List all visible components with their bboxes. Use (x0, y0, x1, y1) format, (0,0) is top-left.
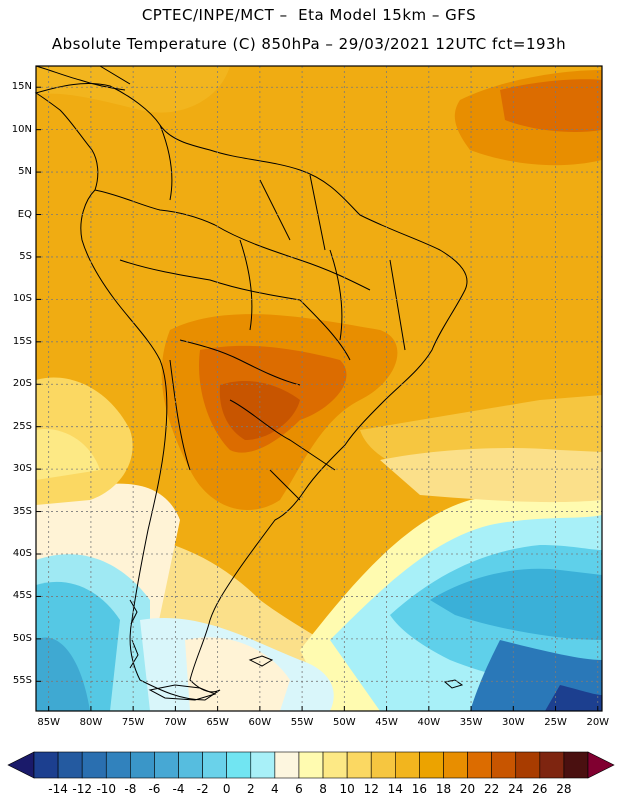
colorbar-label: 16 (411, 782, 428, 796)
colorbar-swatch (515, 751, 541, 779)
colorbar-swatch (322, 751, 348, 779)
lat-label: 40S (12, 547, 32, 559)
lon-label: 20W (586, 717, 610, 728)
lat-label: 20S (12, 378, 32, 390)
colorbar-swatch (491, 751, 517, 779)
lon-label: 50W (333, 717, 356, 728)
lon-label: 25W (544, 717, 567, 728)
colorbar-swatch (202, 751, 227, 779)
colorbar-swatch (81, 751, 107, 779)
colorbar-swatch (370, 751, 396, 779)
lat-label: 45S (12, 590, 32, 602)
colorbar-swatch (395, 751, 420, 779)
lat-label: EQ (17, 208, 32, 220)
colorbar-label: -2 (196, 782, 209, 796)
lon-label: 55W (290, 717, 314, 728)
colorbar-swatch (130, 751, 155, 779)
colorbar-swatch (298, 751, 324, 779)
colorbar-label: -8 (124, 782, 137, 796)
colorbar-label: -6 (148, 782, 161, 796)
lat-label: 15S (12, 335, 32, 347)
colorbar-label: 8 (319, 782, 327, 796)
lon-label: 45W (375, 717, 398, 728)
colorbar-label: -14 (48, 782, 68, 796)
colorbar-arrow-min (7, 751, 35, 779)
colorbar-swatch (226, 751, 252, 779)
lat-label: 30S (12, 463, 32, 475)
lat-label: 15N (11, 81, 32, 93)
colorbar (7, 751, 615, 779)
lat-label: 25S (12, 420, 32, 432)
colorbar-swatch (178, 751, 203, 779)
colorbar-arrow-max (587, 751, 615, 779)
lat-label: 35S (12, 505, 32, 517)
lat-label: 5N (18, 166, 32, 178)
colorbar-label: 4 (271, 782, 279, 796)
lon-label: 60W (248, 717, 272, 728)
colorbar-label: 14 (387, 782, 403, 796)
colorbar-label: 22 (484, 782, 500, 796)
plot-frame (35, 65, 603, 712)
lat-label: 10S (12, 293, 32, 305)
lon-label: 85W (37, 717, 60, 728)
colorbar-swatch (346, 751, 372, 779)
colorbar-swatch (563, 751, 589, 779)
colorbar-swatch (539, 751, 565, 779)
lon-label: 40W (417, 717, 441, 728)
colorbar-label: -12 (72, 782, 92, 796)
colorbar-swatch (57, 751, 83, 779)
lon-label: 30W (501, 717, 525, 728)
lon-label: 75W (121, 717, 145, 728)
colorbar-label: 20 (459, 782, 476, 796)
colorbar-swatch (443, 751, 468, 779)
colorbar-label: 12 (363, 782, 379, 796)
temperature-field (36, 66, 602, 711)
colorbar-swatch (274, 751, 300, 779)
colorbar-label: -10 (96, 782, 117, 796)
colorbar-label: 10 (339, 782, 355, 796)
colorbar-label: 6 (295, 782, 303, 796)
lon-label: 35W (459, 717, 483, 728)
colorbar-swatch (33, 751, 59, 779)
colorbar-swatch (467, 751, 492, 779)
colorbar-label: -4 (172, 782, 185, 796)
colorbar-swatch (419, 751, 444, 779)
colorbar-label: 28 (556, 782, 572, 796)
colorbar-label: 18 (435, 782, 452, 796)
lon-label: 65W (206, 717, 229, 728)
colorbar-swatch (250, 751, 276, 779)
graticule (36, 66, 602, 711)
map-title-line2: Absolute Temperature (C) 850hPa – 29/03/… (51, 35, 567, 53)
lat-label: 50S (12, 632, 32, 644)
colorbar-label: 2 (246, 782, 255, 796)
lat-label: 55S (12, 675, 32, 687)
colorbar-label: 0 (222, 782, 231, 796)
lat-label: 10N (11, 123, 32, 135)
colorbar-label: 24 (508, 782, 524, 796)
colorbar-swatch (105, 751, 131, 779)
lon-label: 80W (79, 717, 103, 728)
lon-label: 70W (164, 717, 187, 728)
lat-label: 5S (19, 250, 32, 262)
colorbar-swatch (154, 751, 179, 779)
colorbar-label: 26 (532, 782, 548, 796)
map-title-line1: CPTEC/INPE/MCT – Eta Model 15km – GFS (141, 6, 477, 24)
country-boundaries (34, 65, 468, 701)
